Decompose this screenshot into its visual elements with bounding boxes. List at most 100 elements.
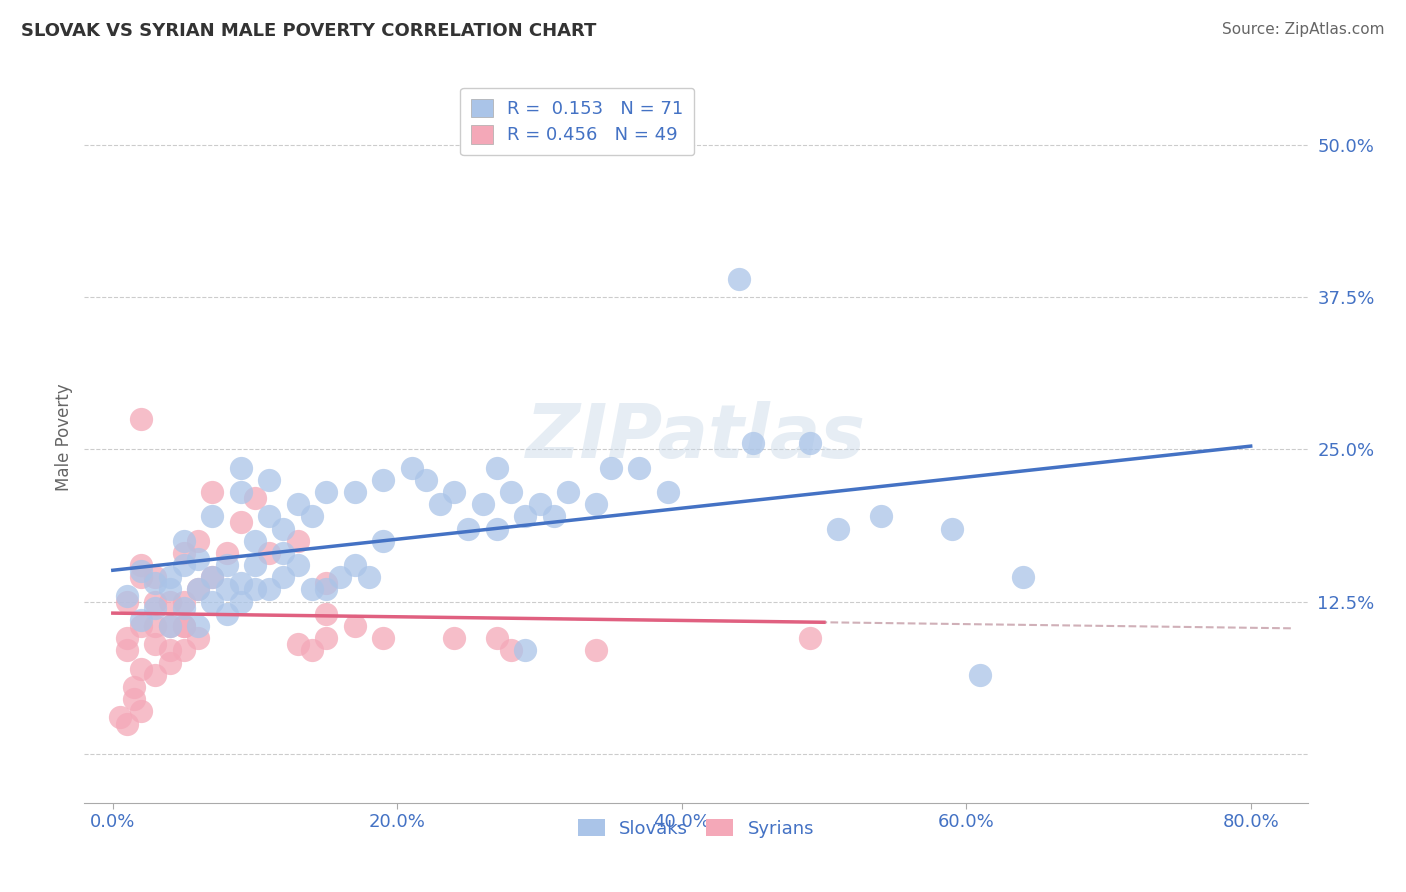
Point (529, 497, 551, 511)
Point (129, 613, 152, 627)
Point (159, 643, 181, 657)
Point (145, 576, 167, 591)
Point (1012, 570, 1035, 584)
Point (229, 594, 252, 608)
Point (187, 552, 209, 566)
Point (173, 600, 195, 615)
Point (173, 643, 195, 657)
Point (115, 594, 138, 608)
Point (415, 473, 437, 487)
Point (429, 497, 451, 511)
Point (173, 546, 195, 560)
Point (159, 570, 181, 584)
Point (159, 582, 181, 597)
Point (173, 558, 195, 573)
Point (287, 533, 309, 548)
Point (115, 632, 138, 646)
Point (329, 570, 352, 584)
Point (201, 594, 224, 608)
Point (229, 576, 252, 591)
Point (315, 632, 337, 646)
Point (273, 521, 295, 535)
Point (122, 680, 145, 694)
Point (401, 460, 423, 475)
Point (259, 473, 281, 487)
Point (129, 705, 152, 719)
Point (229, 485, 252, 500)
Point (215, 582, 238, 597)
Point (187, 582, 209, 597)
Point (941, 521, 963, 535)
Point (515, 509, 537, 524)
Point (557, 485, 579, 500)
Point (145, 570, 167, 584)
Point (585, 497, 607, 511)
Y-axis label: Male Poverty: Male Poverty (55, 384, 73, 491)
Point (485, 632, 508, 646)
Text: SLOVAK VS SYRIAN MALE POVERTY CORRELATION CHART: SLOVAK VS SYRIAN MALE POVERTY CORRELATIO… (21, 22, 596, 40)
Point (229, 516, 252, 530)
Point (145, 619, 167, 633)
Point (259, 582, 281, 597)
Point (485, 521, 508, 535)
Point (201, 570, 224, 584)
Point (215, 546, 238, 560)
Point (485, 460, 508, 475)
Point (741, 436, 763, 450)
Point (287, 497, 309, 511)
Point (371, 632, 394, 646)
Point (187, 582, 209, 597)
Point (371, 473, 394, 487)
Point (243, 582, 266, 597)
Point (273, 546, 295, 560)
Point (273, 570, 295, 584)
Point (969, 667, 991, 681)
Point (115, 589, 138, 603)
Point (343, 558, 366, 573)
Point (515, 643, 537, 657)
Point (243, 533, 266, 548)
Point (357, 570, 380, 584)
Point (657, 485, 679, 500)
Point (201, 570, 224, 584)
Point (371, 533, 394, 548)
Text: ZIPatlas: ZIPatlas (526, 401, 866, 474)
Point (315, 485, 337, 500)
Point (129, 619, 152, 633)
Point (145, 594, 167, 608)
Point (443, 632, 465, 646)
Point (870, 509, 893, 524)
Point (187, 619, 209, 633)
Point (259, 509, 281, 524)
Point (259, 546, 281, 560)
Point (115, 716, 138, 731)
Point (129, 662, 152, 676)
Legend: Slovaks, Syrians: Slovaks, Syrians (571, 813, 821, 845)
Point (173, 594, 195, 608)
Point (301, 643, 323, 657)
Point (129, 558, 152, 573)
Point (443, 485, 465, 500)
Point (287, 637, 309, 651)
Point (201, 485, 224, 500)
Point (115, 643, 138, 657)
Point (343, 619, 366, 633)
Point (201, 509, 224, 524)
Point (457, 521, 479, 535)
Point (799, 436, 821, 450)
Point (471, 497, 494, 511)
Point (159, 594, 181, 608)
Point (585, 643, 607, 657)
Point (145, 637, 167, 651)
Text: Source: ZipAtlas.com: Source: ZipAtlas.com (1222, 22, 1385, 37)
Point (187, 533, 209, 548)
Point (145, 667, 167, 681)
Point (287, 558, 309, 573)
Point (243, 558, 266, 573)
Point (159, 656, 181, 670)
Point (229, 460, 252, 475)
Point (315, 576, 337, 591)
Point (159, 619, 181, 633)
Point (122, 692, 145, 706)
Point (827, 521, 849, 535)
